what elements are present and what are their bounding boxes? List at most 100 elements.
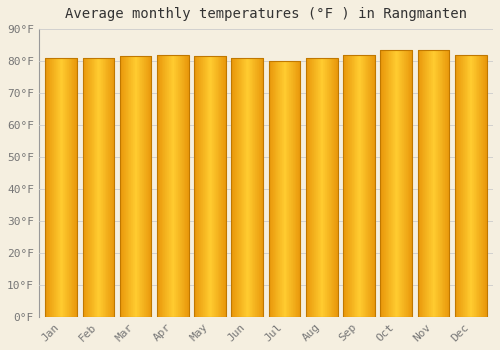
Bar [54, 58, 55, 317]
Bar [254, 58, 255, 317]
Bar [428, 50, 430, 317]
Bar [240, 58, 241, 317]
Bar [224, 56, 226, 317]
Bar [220, 56, 221, 317]
Bar [478, 55, 479, 317]
Bar [233, 58, 234, 317]
Bar [365, 55, 366, 317]
Bar [380, 50, 381, 317]
Bar [322, 58, 323, 317]
Bar [445, 50, 446, 317]
Bar [171, 55, 172, 317]
Bar [245, 58, 246, 317]
Bar [354, 55, 355, 317]
Bar [252, 58, 253, 317]
Bar [107, 58, 108, 317]
Bar [124, 56, 125, 317]
Bar [467, 55, 468, 317]
Bar [410, 50, 411, 317]
Bar [276, 61, 277, 317]
Bar [384, 50, 385, 317]
Bar [242, 58, 243, 317]
Bar [144, 56, 145, 317]
Bar [423, 50, 424, 317]
Bar [392, 50, 394, 317]
Bar [186, 55, 187, 317]
Bar [459, 55, 460, 317]
Bar [70, 58, 71, 317]
Bar [197, 56, 198, 317]
Bar [347, 55, 348, 317]
Bar [157, 55, 158, 317]
Bar [244, 58, 245, 317]
Bar [76, 58, 77, 317]
Bar [350, 55, 351, 317]
Bar [165, 55, 166, 317]
Bar [462, 55, 464, 317]
Bar [319, 58, 320, 317]
Bar [105, 58, 106, 317]
Bar [465, 55, 466, 317]
Bar [332, 58, 333, 317]
Bar [253, 58, 254, 317]
Bar [367, 55, 368, 317]
Bar [286, 61, 287, 317]
Title: Average monthly temperatures (°F ) in Rangmanten: Average monthly temperatures (°F ) in Ra… [65, 7, 467, 21]
Bar [434, 50, 435, 317]
Bar [419, 50, 420, 317]
Bar [285, 61, 286, 317]
Bar [172, 55, 173, 317]
Bar [387, 50, 388, 317]
Bar [358, 55, 360, 317]
Bar [161, 55, 162, 317]
Bar [317, 58, 318, 317]
Bar [418, 50, 419, 317]
Bar [163, 55, 164, 317]
Bar [407, 50, 408, 317]
Bar [308, 58, 309, 317]
Bar [448, 50, 450, 317]
Bar [411, 50, 412, 317]
Bar [366, 55, 367, 317]
Bar [344, 55, 345, 317]
Bar [422, 50, 423, 317]
Bar [199, 56, 200, 317]
Bar [251, 58, 252, 317]
Bar [238, 58, 240, 317]
Bar [59, 58, 60, 317]
Bar [248, 58, 249, 317]
Bar [370, 55, 371, 317]
Bar [288, 61, 289, 317]
Bar [64, 58, 66, 317]
Bar [204, 56, 206, 317]
Bar [256, 58, 258, 317]
Bar [402, 50, 403, 317]
Bar [114, 58, 115, 317]
Bar [73, 58, 74, 317]
Bar [440, 50, 441, 317]
Bar [72, 58, 73, 317]
Bar [484, 55, 486, 317]
Bar [290, 61, 292, 317]
Bar [160, 55, 161, 317]
Bar [60, 58, 61, 317]
Bar [146, 56, 147, 317]
Bar [268, 61, 300, 317]
Bar [207, 56, 208, 317]
Bar [328, 58, 329, 317]
Bar [241, 58, 242, 317]
Bar [210, 56, 211, 317]
Bar [388, 50, 389, 317]
Bar [403, 50, 404, 317]
Bar [345, 55, 346, 317]
Bar [437, 50, 438, 317]
Bar [475, 55, 476, 317]
Bar [261, 58, 262, 317]
Bar [368, 55, 369, 317]
Bar [48, 58, 49, 317]
Bar [62, 58, 63, 317]
Bar [194, 56, 195, 317]
Bar [236, 58, 238, 317]
Bar [159, 55, 160, 317]
Bar [278, 61, 279, 317]
